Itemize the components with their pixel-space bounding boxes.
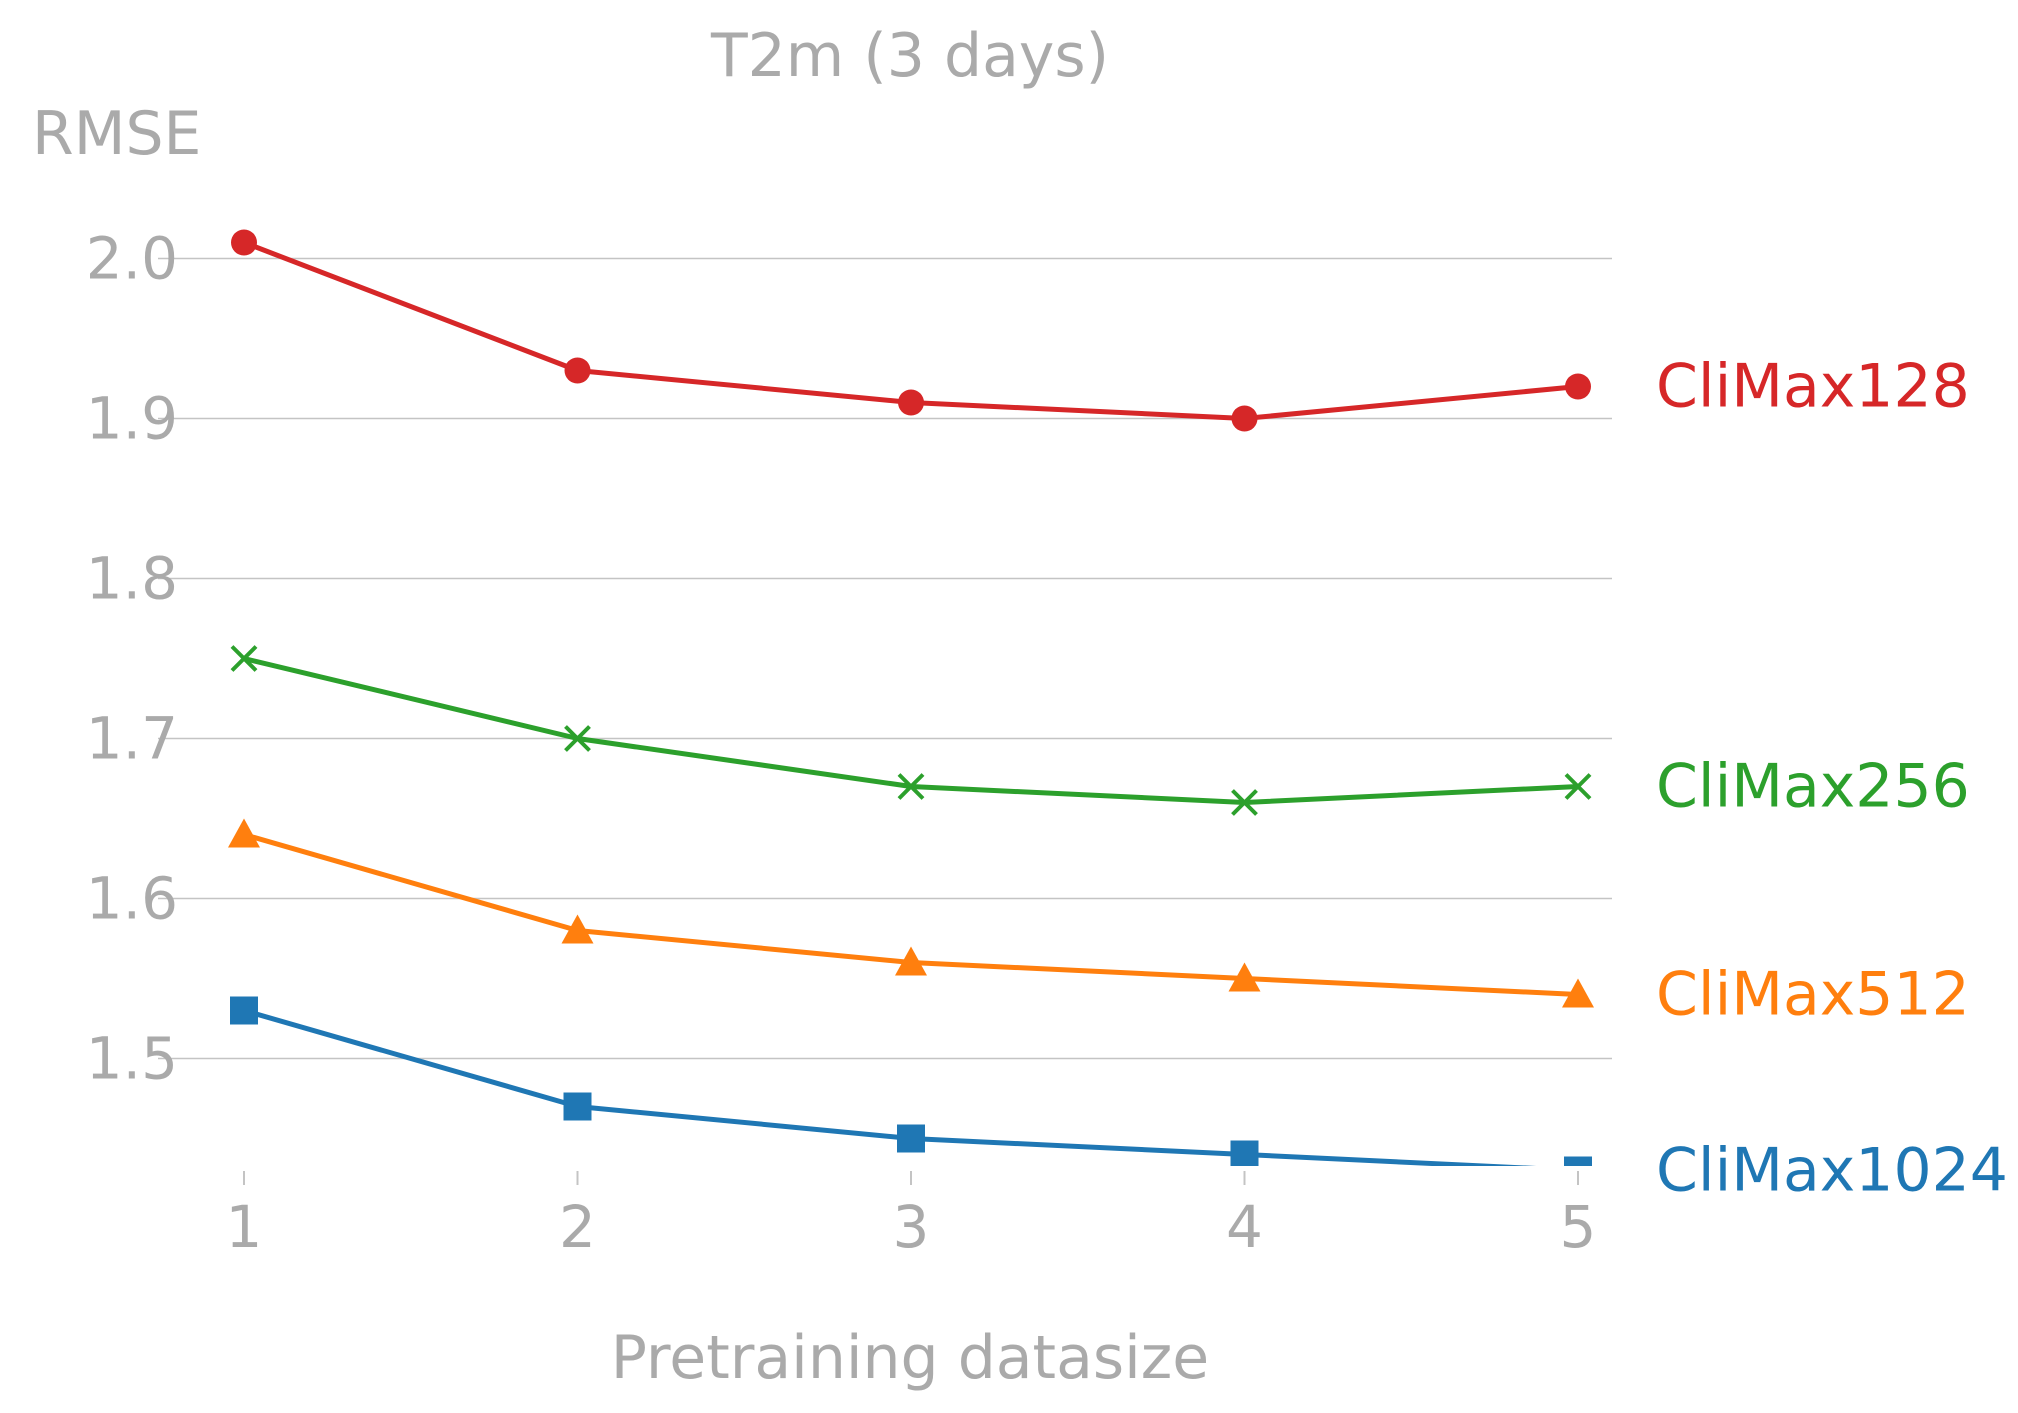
series-climax512 xyxy=(228,818,1594,1008)
x-tick-label: 3 xyxy=(893,1193,930,1261)
data-point xyxy=(231,229,257,256)
data-point xyxy=(228,818,260,848)
data-point xyxy=(1565,373,1591,400)
x-axis-label: Pretraining datasize xyxy=(611,1323,1209,1393)
series-label: CliMax1024 xyxy=(1656,1136,2008,1206)
y-tick-label: 2.0 xyxy=(86,225,178,293)
y-tick-label: 1.9 xyxy=(86,385,178,453)
data-point xyxy=(1564,773,1592,800)
data-point xyxy=(564,725,591,752)
series-labels: CliMax128 CliMax256 CliMax512 CliMax1024 xyxy=(1656,352,2008,1206)
y-tick-label: 1.6 xyxy=(86,865,178,933)
data-point xyxy=(230,996,258,1025)
y-tick-label: 1.7 xyxy=(86,705,178,773)
data-point xyxy=(564,357,591,384)
data-point xyxy=(897,1124,925,1153)
data-point xyxy=(897,773,925,800)
data-point xyxy=(898,389,924,416)
data-point xyxy=(895,946,927,976)
series-label: CliMax128 xyxy=(1656,352,1970,422)
series-label: CliMax512 xyxy=(1656,960,1970,1030)
series-climax256 xyxy=(230,645,1592,816)
x-axis-ticks: 1 2 3 4 5 xyxy=(226,1171,1597,1261)
data-point xyxy=(1562,978,1594,1008)
chart-title: T2m (3 days) xyxy=(710,21,1109,91)
data-point xyxy=(1231,405,1258,432)
y-axis-label: RMSE xyxy=(32,99,201,169)
data-point xyxy=(1564,1156,1592,1166)
series-climax128 xyxy=(231,229,1591,432)
data-point xyxy=(1231,789,1258,816)
x-tick-label: 5 xyxy=(1560,1193,1597,1261)
data-point xyxy=(561,914,594,944)
y-tick-label: 1.8 xyxy=(86,545,178,613)
y-tick-label: 1.5 xyxy=(86,1025,178,1093)
gridlines xyxy=(158,257,1612,1060)
data-point xyxy=(1230,1140,1259,1166)
data-point xyxy=(1228,962,1261,992)
y-axis-ticks: 1.5 1.6 1.7 1.8 1.9 2.0 xyxy=(86,225,178,1093)
series-label: CliMax256 xyxy=(1656,752,1970,822)
series-layer xyxy=(228,229,1594,1166)
x-tick-label: 1 xyxy=(226,1193,263,1261)
x-tick-label: 2 xyxy=(559,1193,596,1261)
data-point xyxy=(563,1092,592,1121)
data-point xyxy=(230,645,258,672)
series-line xyxy=(243,656,1579,805)
x-tick-label: 4 xyxy=(1226,1193,1263,1261)
series-climax1024 xyxy=(230,996,1592,1166)
